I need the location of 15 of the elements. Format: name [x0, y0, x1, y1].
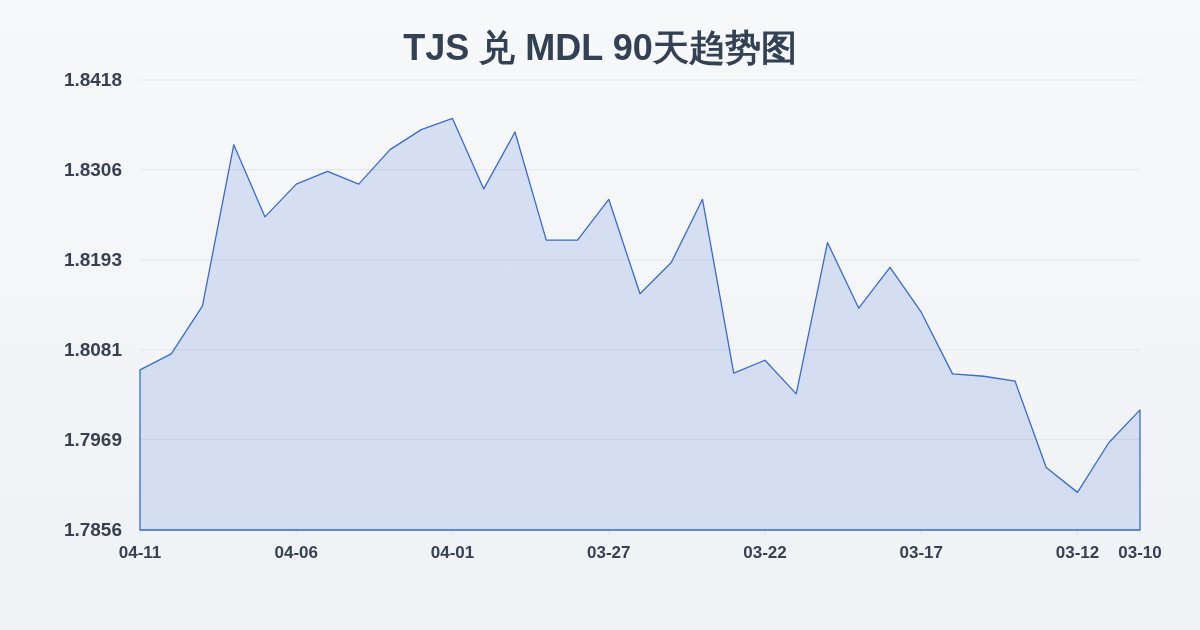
x-tick-label: 04-06 — [274, 543, 318, 562]
x-tick-label: 04-11 — [118, 543, 162, 562]
y-tick-label: 1.8306 — [63, 158, 122, 180]
chart-title: TJS 兑 MDL 90天趋势图 — [403, 27, 797, 68]
x-tick-label: 03-22 — [743, 543, 787, 562]
x-tick-label: 03-12 — [1055, 543, 1100, 562]
y-tick-label: 1.7969 — [63, 428, 122, 450]
y-tick-label: 1.7856 — [63, 519, 122, 540]
y-tick-label: 1.8418 — [63, 69, 122, 90]
x-tick-label: 03-10 — [1118, 543, 1162, 562]
x-tick-label: 04-01 — [430, 543, 475, 562]
x-tick-label: 03-17 — [899, 543, 943, 562]
y-tick-label: 1.8081 — [63, 338, 123, 360]
x-tick-label: 03-27 — [587, 543, 631, 562]
y-tick-label: 1.8193 — [63, 249, 122, 271]
